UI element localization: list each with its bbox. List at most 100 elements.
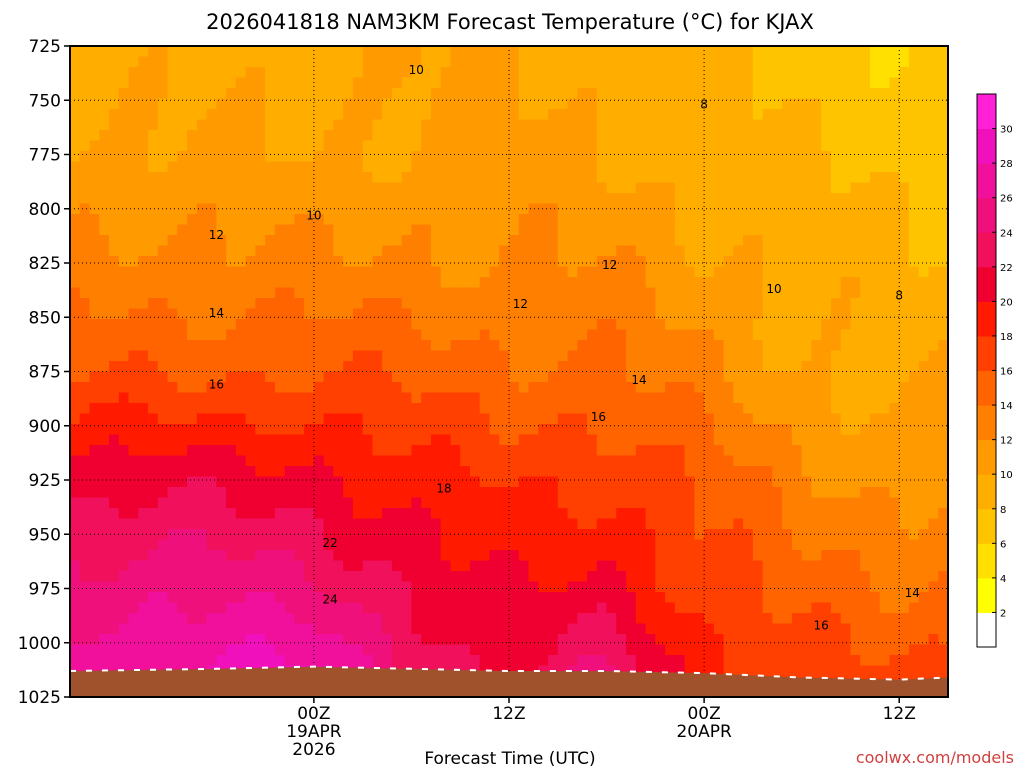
temperature-cell — [382, 581, 393, 593]
temperature-cell — [118, 392, 130, 404]
temperature-cell — [99, 266, 110, 278]
temperature-cell — [206, 256, 217, 268]
temperature-cell — [782, 224, 793, 236]
temperature-cell — [762, 266, 773, 278]
temperature-cell — [489, 119, 500, 131]
temperature-cell — [323, 151, 334, 163]
temperature-cell — [430, 340, 442, 352]
temperature-cell — [821, 287, 832, 299]
temperature-cell — [450, 424, 461, 436]
temperature-cell — [265, 350, 276, 362]
temperature-cell — [294, 529, 305, 541]
temperature-cell — [138, 623, 149, 635]
temperature-cell — [109, 434, 120, 446]
temperature-cell — [362, 634, 374, 646]
temperature-cell — [294, 644, 305, 656]
temperature-cell — [128, 466, 139, 478]
temperature-cell — [762, 644, 773, 656]
temperature-cell — [304, 56, 315, 68]
temperature-cell — [479, 193, 491, 205]
temperature-cell — [430, 235, 442, 247]
temperature-cell — [196, 571, 208, 583]
temperature-cell — [274, 256, 286, 268]
temperature-cell — [206, 581, 217, 593]
temperature-cell — [489, 413, 500, 425]
temperature-cell — [489, 77, 500, 89]
temperature-cell — [79, 151, 91, 163]
temperature-cell — [821, 602, 832, 614]
temperature-cell — [391, 340, 403, 352]
temperature-cell — [333, 382, 344, 394]
temperature-cell — [118, 382, 130, 394]
temperature-cell — [801, 644, 813, 656]
temperature-cell — [616, 466, 627, 478]
temperature-cell — [479, 245, 491, 257]
temperature-cell — [840, 487, 852, 499]
temperature-cell — [616, 518, 627, 530]
temperature-cell — [830, 560, 842, 572]
temperature-cell — [684, 455, 695, 467]
temperature-cell — [401, 434, 413, 446]
temperature-cell — [382, 623, 393, 635]
temperature-cell — [733, 77, 744, 89]
temperature-cell — [138, 193, 149, 205]
temperature-cell — [821, 476, 832, 488]
temperature-cell — [752, 298, 764, 310]
temperature-cell — [596, 140, 608, 152]
temperature-cell — [840, 592, 852, 604]
temperature-cell — [206, 655, 217, 667]
temperature-cell — [421, 466, 432, 478]
temperature-cell — [187, 266, 198, 278]
temperature-cell — [723, 445, 734, 457]
temperature-cell — [109, 476, 120, 488]
temperature-cell — [70, 613, 81, 625]
temperature-cell — [148, 361, 159, 373]
temperature-cell — [762, 455, 773, 467]
temperature-cell — [79, 224, 91, 236]
temperature-cell — [733, 193, 744, 205]
temperature-cell — [577, 403, 588, 415]
temperature-cell — [538, 161, 549, 173]
temperature-cell — [255, 550, 266, 562]
temperature-cell — [557, 287, 569, 299]
temperature-cell — [70, 403, 81, 415]
temperature-cell — [70, 476, 81, 488]
temperature-cell — [479, 172, 491, 184]
temperature-cell — [196, 581, 208, 593]
temperature-cell — [109, 424, 120, 436]
temperature-cell — [118, 56, 130, 68]
temperature-cell — [352, 371, 364, 383]
temperature-cell — [362, 623, 374, 635]
temperature-cell — [489, 140, 500, 152]
temperature-cell — [850, 161, 861, 173]
temperature-cell — [791, 623, 803, 635]
temperature-cell — [274, 382, 286, 394]
temperature-cell — [509, 371, 520, 383]
temperature-cell — [850, 151, 861, 163]
temperature-cell — [216, 634, 227, 646]
temperature-cell — [157, 392, 169, 404]
temperature-cell — [430, 539, 442, 551]
temperature-cell — [226, 109, 237, 121]
temperature-cell — [469, 266, 481, 278]
temperature-cell — [557, 340, 569, 352]
temperature-cell — [450, 350, 461, 362]
temperature-cell — [528, 182, 539, 194]
temperature-cell — [196, 245, 208, 257]
temperature-cell — [294, 403, 305, 415]
temperature-cell — [226, 193, 237, 205]
temperature-cell — [616, 77, 627, 89]
temperature-cell — [226, 581, 237, 593]
temperature-cell — [313, 98, 325, 110]
temperature-cell — [528, 623, 539, 635]
temperature-cell — [782, 308, 793, 320]
temperature-cell — [333, 287, 344, 299]
temperature-cell — [762, 634, 773, 646]
temperature-cell — [626, 476, 637, 488]
temperature-cell — [606, 518, 617, 530]
temperature-cell — [421, 98, 432, 110]
temperature-cell — [313, 382, 325, 394]
temperature-cell — [665, 182, 676, 194]
temperature-cell — [840, 602, 852, 614]
temperature-cell — [791, 350, 803, 362]
